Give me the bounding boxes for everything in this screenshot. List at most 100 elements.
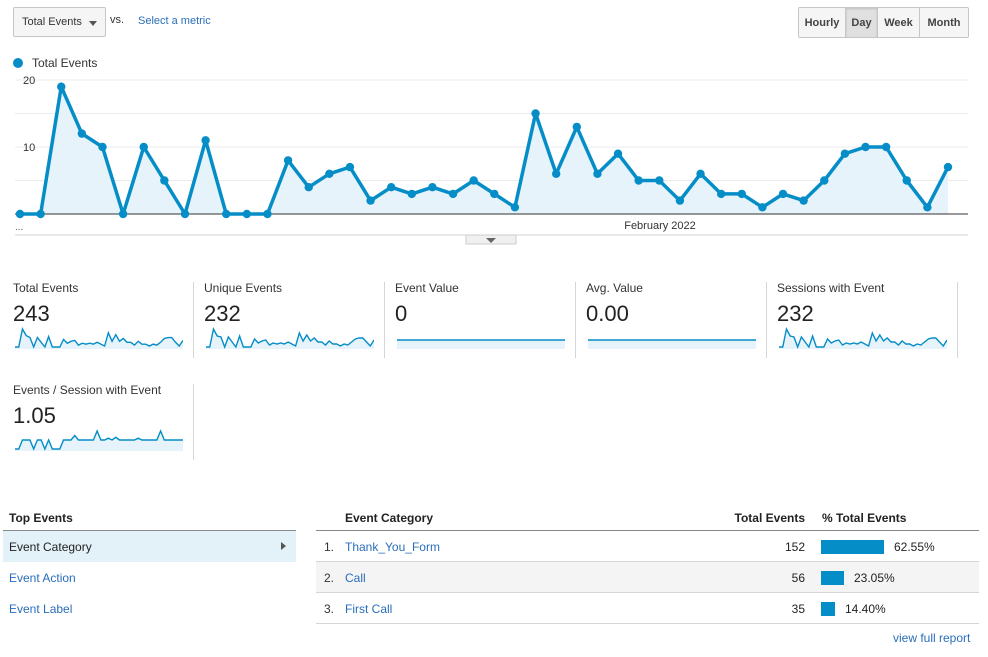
month-button[interactable]: Month <box>920 8 968 37</box>
sparkline-area <box>15 329 183 349</box>
scorecard[interactable]: Total Events 243 <box>13 281 198 361</box>
column-header-total: Total Events <box>734 511 805 525</box>
scorecard-divider <box>384 282 385 358</box>
series-line <box>20 84 950 216</box>
data-point <box>57 82 66 91</box>
data-point <box>510 203 520 212</box>
row-pct: 62.55% <box>894 540 935 554</box>
row-category-link[interactable]: Thank_You_Form <box>345 540 440 554</box>
total-events-line-chart: 20 10... February 2022 <box>15 75 968 245</box>
row-category-link[interactable]: Call <box>345 571 366 585</box>
data-point <box>758 203 767 212</box>
data-point <box>242 209 252 219</box>
data-point <box>428 183 437 192</box>
chevron-down-icon <box>89 21 97 26</box>
sparkline <box>15 429 183 451</box>
data-point <box>840 149 850 158</box>
scorecard-value: 0.00 <box>586 301 629 326</box>
sparkline-line <box>779 326 947 349</box>
scorecard-label: Events / Session with Event <box>13 383 162 397</box>
data-point <box>490 189 499 199</box>
scorecard-label: Event Value <box>395 281 459 295</box>
scorecard-value: 243 <box>13 301 50 326</box>
data-point <box>716 189 726 199</box>
data-point <box>737 189 746 199</box>
column-header-category: Event Category <box>345 511 434 525</box>
scorecard-value: 1.05 <box>13 403 56 428</box>
data-point <box>799 196 808 205</box>
data-point <box>77 129 87 138</box>
data-point <box>820 176 829 185</box>
scorecard[interactable]: Unique Events 232 <box>204 281 389 361</box>
top-events-divider <box>3 530 296 531</box>
data-point <box>345 162 355 172</box>
data-point <box>675 196 685 205</box>
day-button[interactable]: Day <box>846 8 878 37</box>
row-total: 56 <box>791 571 805 585</box>
data-point <box>325 169 334 178</box>
data-point <box>634 176 643 185</box>
primary-metric-dropdown[interactable]: Total Events <box>13 7 106 37</box>
dimension-event-label[interactable]: Event Label <box>9 602 73 616</box>
y-tick-label: 10 <box>23 142 35 154</box>
scorecard-divider <box>193 384 194 460</box>
data-point <box>902 176 911 185</box>
data-point <box>696 169 705 178</box>
data-point <box>778 189 788 199</box>
column-header-pct: % Total Events <box>822 511 907 525</box>
data-point <box>98 142 107 152</box>
row-category-link[interactable]: First Call <box>345 602 393 616</box>
dimension-event-action[interactable]: Event Action <box>9 571 76 585</box>
data-point <box>15 209 25 219</box>
row-share-bar <box>821 540 884 554</box>
scorecard-label: Avg. Value <box>586 281 643 295</box>
data-point <box>118 209 128 219</box>
y-tick-label: 20 <box>23 75 35 87</box>
data-point <box>160 176 169 185</box>
data-point <box>366 196 375 205</box>
sparkline-line <box>206 326 374 349</box>
row-number: 2. <box>324 571 335 585</box>
data-point <box>943 162 953 172</box>
scorecard[interactable]: Event Value 0 <box>395 281 580 361</box>
sparkline <box>15 327 183 349</box>
data-point <box>180 209 190 219</box>
select-metric-link[interactable]: Select a metric <box>138 15 211 27</box>
legend-dot <box>13 58 23 68</box>
data-point <box>551 169 561 178</box>
chevron-down-icon <box>486 238 496 243</box>
row-share-bar <box>821 602 835 616</box>
sparkline <box>779 326 947 349</box>
scorecard[interactable]: Sessions with Event 232 <box>777 281 962 361</box>
data-point <box>304 183 313 192</box>
sparkline-area <box>588 340 756 349</box>
view-full-report-link[interactable]: view full report <box>893 631 971 645</box>
data-point <box>263 209 272 219</box>
scorecard-label: Total Events <box>13 281 79 295</box>
row-pct: 23.05% <box>854 571 895 585</box>
data-point <box>222 209 231 219</box>
table-header-divider <box>316 530 979 531</box>
row-number: 3. <box>324 602 335 616</box>
data-point <box>283 156 293 165</box>
data-point <box>36 209 45 219</box>
hourly-button[interactable]: Hourly <box>799 8 846 37</box>
scorecard-label: Sessions with Event <box>777 281 885 295</box>
scorecard-value: 0 <box>395 301 408 326</box>
data-point <box>139 142 148 152</box>
scorecard[interactable]: Avg. Value 0.00 <box>586 281 771 361</box>
sparkline-area <box>397 340 565 349</box>
data-point <box>448 189 458 199</box>
dimension-event-category[interactable]: Event Category <box>3 531 296 562</box>
data-point <box>387 183 396 192</box>
sparkline <box>588 339 756 349</box>
data-point <box>572 122 581 132</box>
table-row: 3. First Call 35 14.40% <box>316 593 979 624</box>
scorecard-label: Unique Events <box>204 281 283 295</box>
week-button[interactable]: Week <box>878 8 920 37</box>
scorecard-divider <box>957 282 958 358</box>
sparkline-area <box>779 329 947 349</box>
data-point <box>469 176 478 185</box>
scorecard-divider <box>766 282 767 358</box>
scorecard[interactable]: Events / Session with Event 1.05 <box>13 383 198 463</box>
